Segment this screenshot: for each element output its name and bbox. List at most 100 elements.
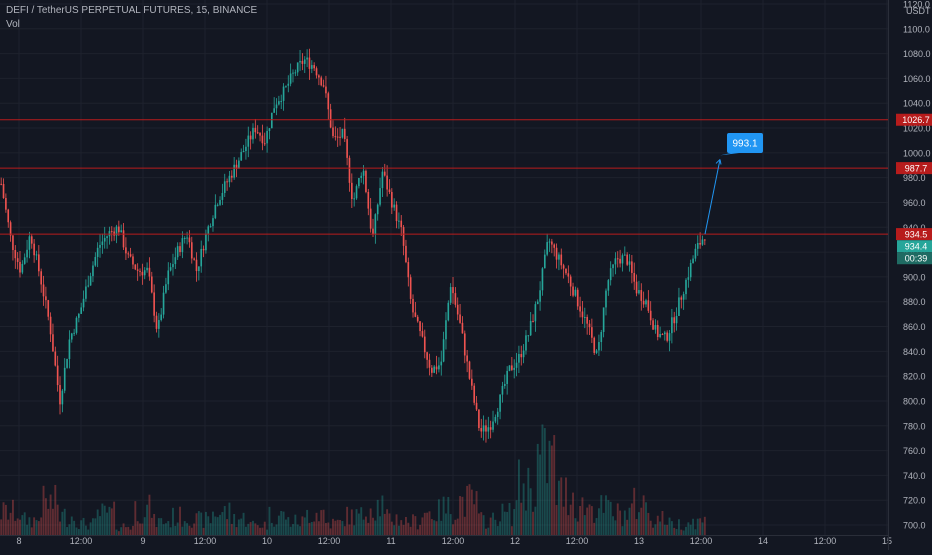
candle-body xyxy=(485,425,487,432)
candle-body xyxy=(591,327,593,338)
volume-bar xyxy=(150,517,153,535)
candle-body xyxy=(341,128,344,138)
volume-bar xyxy=(543,428,546,535)
volume-bar xyxy=(103,505,106,535)
volume-bar xyxy=(143,517,146,535)
candle-body xyxy=(47,300,50,317)
candle-body xyxy=(235,164,238,169)
candle-body xyxy=(219,199,221,205)
volume-bar xyxy=(214,516,217,535)
candle-body xyxy=(28,236,31,250)
volume-indicator-label[interactable]: Vol xyxy=(6,19,20,30)
volume-bar xyxy=(677,519,680,535)
candle-body xyxy=(221,192,224,200)
candle-body xyxy=(26,249,28,258)
y-tick-label: 740.0 xyxy=(903,471,926,481)
candle-body xyxy=(619,258,621,264)
volume-bar xyxy=(593,522,596,535)
candle-body xyxy=(216,204,219,206)
candle-body xyxy=(689,263,692,278)
volume-bar xyxy=(692,518,694,535)
level-price-tag xyxy=(896,228,932,241)
candle-body xyxy=(282,86,285,101)
volume-bar xyxy=(289,526,292,535)
projection-arrowhead xyxy=(715,159,722,165)
candle-body xyxy=(169,267,172,271)
candle-body xyxy=(374,214,377,235)
volume-bar xyxy=(506,511,509,535)
projection-callout-pointer xyxy=(720,153,739,156)
candle-body xyxy=(402,227,405,246)
volume-bar xyxy=(99,516,101,535)
volume-bar xyxy=(548,440,551,535)
volume-bar xyxy=(292,524,294,535)
volume-bar xyxy=(2,502,5,535)
candle-body xyxy=(252,127,254,140)
candle-body xyxy=(492,421,494,430)
candle-body xyxy=(560,254,563,266)
volume-bar xyxy=(63,508,66,535)
candle-body xyxy=(539,290,541,302)
candle-body xyxy=(626,254,628,265)
candle-body xyxy=(233,164,235,178)
candle-body xyxy=(376,204,379,215)
candle-body xyxy=(280,100,283,102)
x-tick-label: 12:00 xyxy=(442,536,465,546)
candle-body xyxy=(551,241,553,245)
candle-body xyxy=(339,136,341,138)
candle-body xyxy=(334,136,337,138)
volume-bar xyxy=(235,527,238,535)
price-axis: 700.0 720.0 740.0 760.0 780.0 800.0 820.0 840.0… xyxy=(903,0,931,531)
volume-bar xyxy=(188,525,191,535)
volume-bar xyxy=(407,522,410,535)
volume-bar xyxy=(317,521,320,535)
candle-body xyxy=(143,270,146,276)
volume-bar xyxy=(635,519,638,535)
volume-bar xyxy=(372,517,374,535)
volume-bar xyxy=(287,517,290,535)
volume-bar xyxy=(341,521,344,535)
candle-body xyxy=(543,254,546,269)
candle-body xyxy=(327,93,330,110)
candle-body xyxy=(125,247,127,254)
volume-bar xyxy=(122,523,125,535)
candle-body xyxy=(569,276,572,287)
candle-body xyxy=(353,198,356,200)
x-tick-label: 12:00 xyxy=(690,536,713,546)
candle-body xyxy=(110,231,113,233)
volume-bar xyxy=(647,512,650,535)
volume-bar xyxy=(362,519,365,535)
volume-bar xyxy=(586,507,589,535)
candle-body xyxy=(118,226,120,233)
volume-bar xyxy=(703,516,706,535)
volume-bar xyxy=(87,529,90,535)
candle-body xyxy=(207,226,210,234)
candle-body xyxy=(33,243,35,256)
volume-bar xyxy=(513,509,516,535)
volume-bar xyxy=(574,518,577,535)
candle-body xyxy=(82,298,85,308)
candle-body xyxy=(360,175,363,178)
candle-body xyxy=(583,317,586,319)
candle-body xyxy=(407,262,410,278)
volume-bar xyxy=(532,511,534,535)
volume-bar xyxy=(527,467,530,535)
volume-bar xyxy=(602,512,605,535)
candle-body xyxy=(158,320,160,329)
symbol-title[interactable]: DEFI / TetherUS PERPETUAL FUTURES, 15, B… xyxy=(6,5,258,16)
candle-body xyxy=(362,170,365,176)
volume-bar xyxy=(397,525,400,535)
candle-body xyxy=(94,256,97,266)
candle-body xyxy=(12,235,14,251)
volume-bar xyxy=(694,529,697,535)
volume-bar xyxy=(541,424,544,535)
volume-bar xyxy=(0,519,3,535)
candle-body xyxy=(2,183,5,199)
candle-body xyxy=(694,248,697,259)
candle-body xyxy=(96,247,99,257)
volume-bar xyxy=(405,516,407,535)
candle-body xyxy=(668,333,671,341)
